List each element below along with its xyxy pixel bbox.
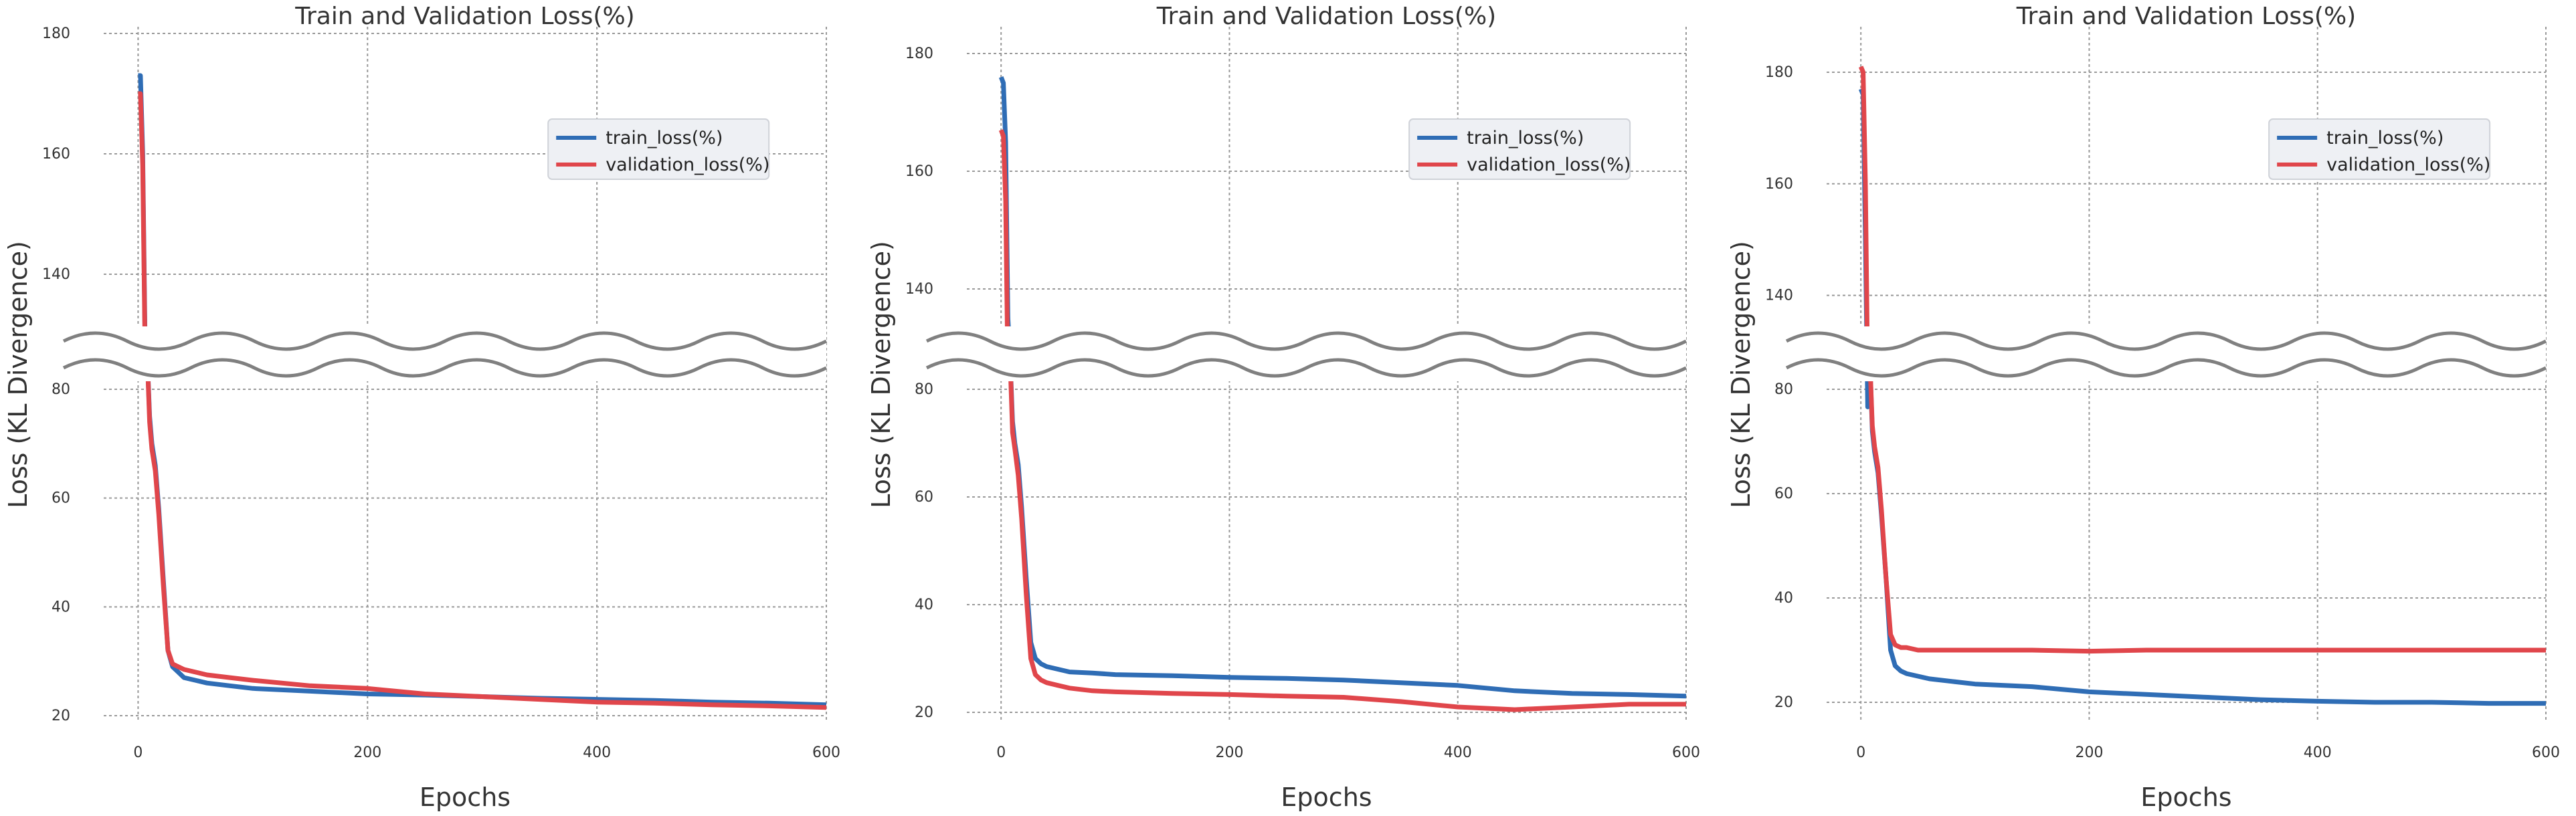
y-tick-label: 60 [915, 489, 933, 506]
legend-label-2: validation_loss(%) [2326, 155, 2490, 175]
axis-break-band [64, 326, 826, 381]
legend-label-1: train_loss(%) [2326, 128, 2444, 148]
series-line-1 [1858, 88, 2546, 706]
y-tick-label: 180 [42, 25, 70, 42]
axis-break-wave-bottom [925, 358, 1687, 378]
x-axis-label: Epochs [2140, 783, 2231, 812]
axis-break-wave-top [62, 331, 828, 351]
y-tick-label: 160 [42, 146, 70, 163]
chart-title: Train and Validation Loss(%) [2016, 3, 2356, 30]
axis-break-wave-top [925, 331, 1687, 351]
x-tick-label: 0 [133, 744, 143, 761]
x-tick-label: 400 [1444, 744, 1472, 761]
y-tick-label: 20 [915, 704, 933, 721]
y-tick-label: 40 [1774, 590, 1793, 607]
y-axis-label: Loss (KL Divergence) [866, 241, 896, 508]
legend-label-2: validation_loss(%) [606, 155, 769, 175]
y-axis-label: Loss (KL Divergence) [3, 241, 33, 508]
y-tick-label: 80 [52, 381, 70, 398]
x-tick-label: 400 [583, 744, 611, 761]
x-tick-label: 400 [2304, 744, 2332, 761]
x-tick-label: 600 [1672, 744, 1700, 761]
x-tick-label: 200 [1215, 744, 1243, 761]
y-tick-label: 80 [1774, 381, 1793, 398]
chart-panel-1: Train and Validation Loss(%) Loss (KL Div… [3, 3, 840, 812]
y-tick-label: 180 [1765, 64, 1793, 81]
chart-panel-3: Train and Validation Loss(%) Loss (KL Div… [1726, 3, 2560, 812]
axis-break-band [1786, 326, 2546, 381]
x-tick-label: 0 [1856, 744, 1865, 761]
axis-break-wave-bottom [62, 358, 828, 378]
y-tick-label: 20 [1774, 694, 1793, 711]
y-tick-label: 60 [52, 490, 70, 507]
legend-box [1408, 118, 1631, 180]
x-tick-label: 200 [2075, 744, 2103, 761]
y-tick-label: 40 [915, 597, 933, 613]
x-tick-label: 0 [996, 744, 1006, 761]
y-tick-label: 180 [905, 45, 933, 62]
y-tick-label: 140 [1765, 288, 1793, 304]
axis-break-band [927, 326, 1686, 381]
y-tick-label: 140 [42, 266, 70, 283]
series-line-2 [138, 91, 827, 710]
axis-break-wave-bottom [1785, 358, 2547, 378]
legend-label-1: train_loss(%) [1467, 128, 1584, 148]
series-line-2 [998, 129, 1686, 712]
series-line-2 [1858, 66, 2546, 654]
y-tick-label: 160 [905, 163, 933, 180]
x-axis-label: Epochs [420, 783, 511, 812]
x-axis-label: Epochs [1281, 783, 1372, 812]
chart-title: Train and Validation Loss(%) [294, 3, 634, 30]
axis-break-wave-top [1785, 331, 2547, 351]
y-tick-label: 40 [52, 599, 70, 615]
legend-box [2268, 118, 2491, 180]
y-tick-label: 140 [905, 281, 933, 298]
x-tick-label: 600 [2532, 744, 2560, 761]
legend-label-1: train_loss(%) [606, 128, 723, 148]
x-tick-label: 200 [353, 744, 381, 761]
y-tick-label: 160 [1765, 176, 1793, 193]
y-tick-label: 20 [52, 708, 70, 724]
x-tick-label: 600 [812, 744, 840, 761]
y-axis-label: Loss (KL Divergence) [1726, 241, 1756, 508]
y-tick-label: 60 [1774, 486, 1793, 502]
y-tick-label: 80 [915, 381, 933, 398]
chart-title: Train and Validation Loss(%) [1156, 3, 1496, 30]
chart-panel-2: Train and Validation Loss(%) Loss (KL Div… [866, 3, 1700, 812]
legend-box [547, 118, 770, 180]
legend-label-2: validation_loss(%) [1467, 155, 1631, 175]
